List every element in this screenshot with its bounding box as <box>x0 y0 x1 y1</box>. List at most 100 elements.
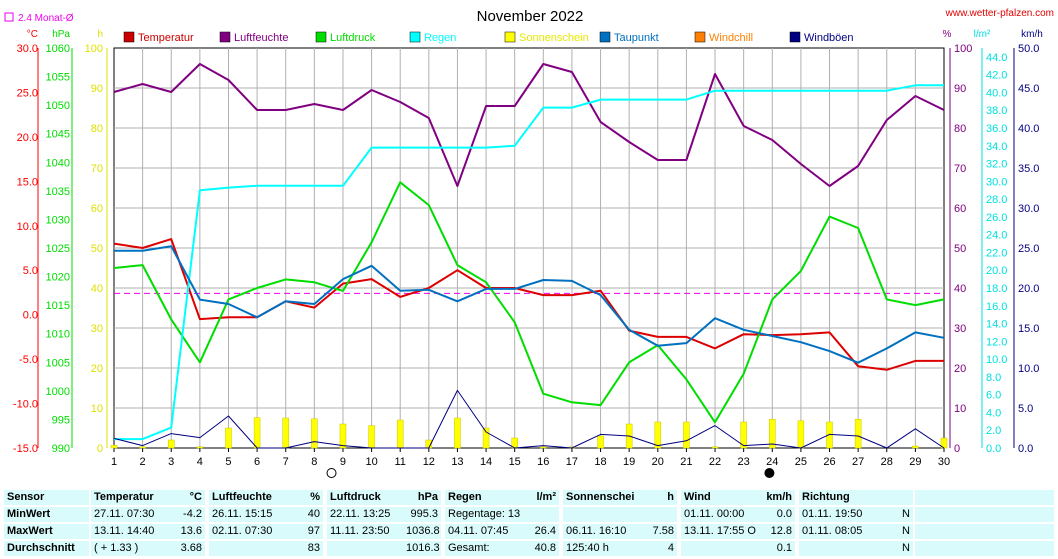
sunshine-bar <box>711 446 719 449</box>
right-axis-tick-label: 30 <box>954 323 966 335</box>
x-axis-tick-label: 18 <box>594 456 606 468</box>
series-line-regen <box>114 84 944 441</box>
series-line-taupunkt <box>114 245 945 364</box>
right-axis-tick-label: 10.0 <box>1018 363 1039 375</box>
right-axis-tick-label: 10 <box>954 403 966 415</box>
x-axis-tick-label: 2 <box>140 456 146 468</box>
x-axis-tick-label: 8 <box>311 456 317 468</box>
left-axis-tick-label: 10.0 <box>17 221 38 233</box>
legend-swatch <box>409 31 421 43</box>
left-axis-tick-label: -10.0 <box>13 399 38 411</box>
table-cell-value: N <box>875 507 913 522</box>
sunshine-bar <box>454 417 461 449</box>
left-axis-tick-label: 1040 <box>46 157 70 169</box>
x-axis-tick-label: 20 <box>652 456 664 468</box>
sunshine-bar <box>854 418 862 449</box>
x-axis-tick-label: 27 <box>852 456 864 468</box>
x-axis-tick-label: 3 <box>168 456 174 468</box>
right-axis-tick-label: 24.0 <box>986 230 1007 242</box>
sunshine-bar <box>683 421 690 449</box>
table-cell-value: 26.4 <box>521 524 559 539</box>
right-axis-tick-label: 10.0 <box>986 354 1007 366</box>
table-header-dir: Richtung <box>799 490 913 505</box>
left-axis-tick-label: 40 <box>91 283 103 295</box>
left-axis-tick-label: 30.0 <box>17 43 38 55</box>
x-axis-tick-label: 17 <box>566 456 578 468</box>
table-header-unit: hPa <box>399 490 441 505</box>
left-axis-tick-label: 995 <box>52 414 70 426</box>
legend-swatch <box>789 31 801 43</box>
right-axis-tick-label: 44.0 <box>986 52 1007 64</box>
moon-phase-icon <box>326 468 337 478</box>
x-axis-tick-label: 22 <box>709 456 721 468</box>
left-axis-unit: h <box>97 29 103 40</box>
table-cell-value: 40.8 <box>521 541 559 556</box>
x-axis-tick-label: 29 <box>909 456 921 468</box>
sunshine-bar <box>769 418 776 449</box>
average-legend-swatch <box>4 12 14 22</box>
sunshine-bars <box>110 417 948 449</box>
left-axis-unit: °C <box>27 29 38 40</box>
left-axis-tick-label: 990 <box>52 443 70 455</box>
x-axis-tick-label: 12 <box>423 456 435 468</box>
sunshine-bar <box>110 444 118 449</box>
right-axis-tick-label: 42.0 <box>986 70 1007 82</box>
right-axis-tick-label: 22.0 <box>986 247 1007 259</box>
table-filler <box>915 507 1054 522</box>
x-axis-tick-label: 21 <box>680 456 692 468</box>
table-cell-value: -4.2 <box>167 507 205 522</box>
right-axis-tick-label: 12.0 <box>986 336 1007 348</box>
series-lines <box>113 63 945 449</box>
monthly-average-legend: 2.4 Monat-Ø <box>4 12 74 24</box>
right-axis-tick-label: 60 <box>954 203 966 215</box>
right-axis-tick-label: 0.0 <box>986 443 1001 455</box>
right-axis-tick-label: 4.0 <box>986 407 1001 419</box>
left-axis-unit: hPa <box>52 29 70 40</box>
legend-label: Regen <box>424 32 456 44</box>
left-axis-tick-label: 1020 <box>46 272 70 284</box>
sunshine-bar <box>167 439 175 449</box>
left-axis-tick-label: 1060 <box>46 43 70 55</box>
left-axis-tick-label: 1055 <box>46 72 70 84</box>
right-axis-tick-label: 80 <box>954 123 966 135</box>
sunshine-bar <box>540 446 547 449</box>
average-legend-label: 2.4 Monat-Ø <box>18 13 74 24</box>
source-link[interactable]: www.wetter-pfalzen.com <box>945 8 1054 19</box>
sunshine-bar <box>368 425 375 449</box>
series-line-temperatur <box>113 238 944 371</box>
left-axis-tick-label: 0 <box>97 443 103 455</box>
x-axis-tick-label: 19 <box>623 456 635 468</box>
sunshine-bar <box>253 417 261 449</box>
right-axis-unit: l/m² <box>974 29 991 40</box>
table-cell-date: 01.11. 08:05 <box>799 524 877 539</box>
table-cell-date: 13.11. 14:40 <box>91 524 169 539</box>
table-header-sensor: Sensor <box>4 490 89 505</box>
right-axis-tick-label: 14.0 <box>986 319 1007 331</box>
sunshine-bar <box>225 427 232 449</box>
legend-label: Windchill <box>709 32 753 44</box>
left-axis-tick-label: -5.0 <box>19 354 38 366</box>
x-axis-tick-label: 5 <box>225 456 231 468</box>
left-axis-tick-label: 1030 <box>46 214 70 226</box>
x-axis-tick-label: 26 <box>823 456 835 468</box>
series-line-luftfeuchte <box>113 63 945 187</box>
left-axis-tick-label: 15.0 <box>17 176 38 188</box>
chart-legend: Temperatur Luftfeuchte Luftdruck Regen Sonne… <box>123 31 854 44</box>
sunshine-bar <box>396 419 404 449</box>
table-filler <box>915 541 1054 556</box>
table-cell-value: N <box>875 524 913 539</box>
right-axis-tick-label: 70 <box>954 163 966 175</box>
sunshine-bar <box>196 446 204 449</box>
table-cell-date: 26.11. 15:15 <box>209 507 287 522</box>
table-cell-date: 11.11. 23:50 <box>327 524 405 539</box>
right-axis-tick-label: 38.0 <box>986 105 1007 117</box>
left-axis-tick-label: 1035 <box>46 186 70 198</box>
table-cell-date: 125:40 h <box>563 541 641 556</box>
right-axis-tick-label: 26.0 <box>986 212 1007 224</box>
legend-label: Windböen <box>804 32 854 44</box>
table-cell-value: 0.0 <box>757 507 795 522</box>
legend-swatch <box>599 31 611 43</box>
x-axis-tick-label: 30 <box>938 456 950 468</box>
right-axis-tick-label: 90 <box>954 83 966 95</box>
table-cell-date: Gesamt: <box>445 541 523 556</box>
